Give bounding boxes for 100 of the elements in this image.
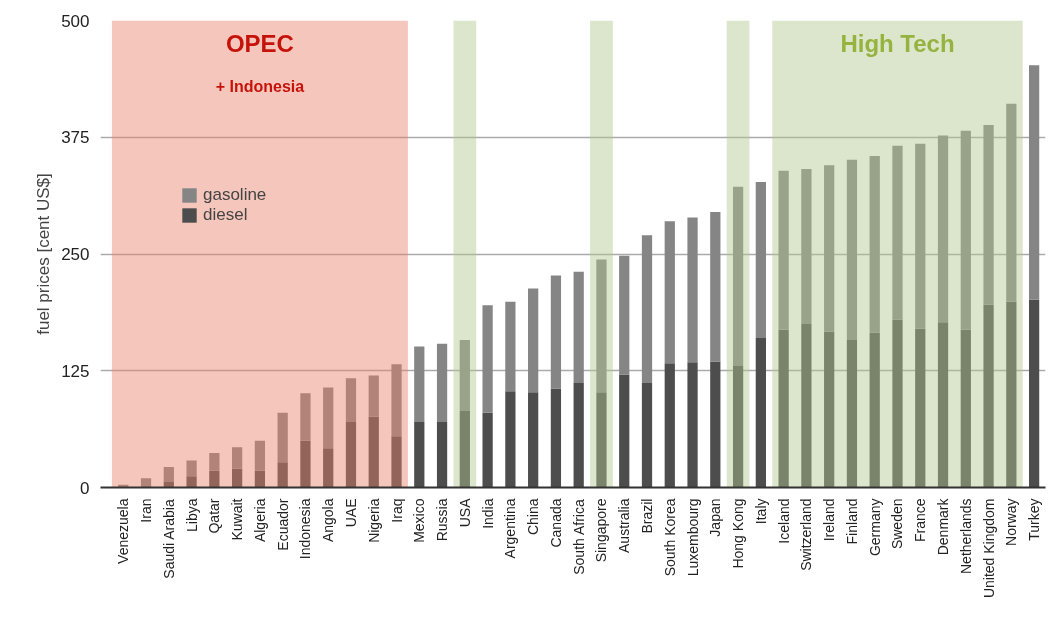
x-tick-label: Nigeria: [365, 498, 382, 543]
x-tick-label: Iraq: [388, 498, 405, 523]
bar: [345, 378, 357, 423]
x-tick-label: Turkey: [1026, 498, 1043, 541]
x-tick-label: Ireland: [821, 498, 838, 542]
bar: [163, 466, 174, 482]
bar: [140, 478, 152, 488]
bar: [596, 259, 607, 393]
x-tick-label: Argentina: [502, 498, 519, 559]
bar: [573, 271, 584, 383]
y-tick-label: 0: [80, 478, 90, 498]
band-label: OPEC: [225, 29, 294, 57]
bar: [983, 125, 994, 305]
bar: [732, 186, 744, 367]
x-tick-label: Angola: [320, 498, 337, 543]
bar: [755, 182, 766, 339]
bar: [345, 422, 357, 488]
bar: [778, 170, 789, 330]
bar: [436, 422, 448, 488]
x-tick-label: Brazil: [639, 498, 656, 534]
x-tick-label: Netherlands: [957, 498, 974, 574]
bar: [391, 436, 402, 488]
bar: [869, 155, 880, 333]
x-tick-label: Norway: [1003, 498, 1020, 546]
x-tick-label: South Africa: [570, 499, 587, 575]
bar: [755, 338, 766, 488]
x-tick-label: Russia: [434, 498, 451, 542]
x-tick-label: France: [912, 498, 929, 543]
x-tick-label: Denmark: [935, 497, 952, 556]
bar: [960, 130, 971, 330]
x-tick-label: UAE: [342, 498, 359, 528]
bar: [1006, 301, 1017, 488]
x-tick-label: Italy: [752, 498, 769, 525]
bar: [482, 412, 493, 488]
bar: [641, 382, 653, 488]
bar: [824, 331, 835, 488]
y-tick-label: 375: [61, 128, 90, 148]
band-label: High Tech: [840, 29, 955, 57]
bar: [892, 319, 903, 488]
bar: [1028, 299, 1040, 488]
x-tick-label: Iran: [138, 498, 155, 523]
bar: [323, 387, 334, 449]
bar: [550, 275, 562, 389]
x-tick-label: Kuwait: [229, 498, 246, 541]
bar: [846, 339, 858, 488]
bar: [824, 165, 835, 332]
x-tick-label: Saudi Arabia: [160, 499, 177, 579]
bar: [528, 392, 539, 488]
y-tick-label: 125: [61, 361, 90, 381]
bar: [505, 391, 516, 488]
bar: [687, 362, 698, 488]
legend-label: diesel: [203, 205, 248, 225]
x-tick-label: Algeria: [251, 498, 268, 543]
bar: [710, 361, 721, 488]
bar: [1006, 103, 1017, 302]
bar: [414, 422, 425, 488]
bar: [209, 452, 220, 471]
bar: [915, 143, 926, 329]
bar: [300, 440, 311, 488]
bar: [300, 393, 311, 441]
x-tick-label: Ecuador: [274, 498, 291, 551]
x-tick-label: Sweden: [889, 498, 906, 550]
x-tick-label: Luxembourg: [684, 498, 701, 577]
bar: [778, 329, 789, 488]
bar: [710, 211, 721, 362]
x-tick-label: USA: [456, 497, 473, 528]
bar: [528, 288, 539, 393]
bar: [254, 440, 266, 471]
x-tick-label: Germany: [866, 498, 883, 557]
bar: [664, 221, 675, 364]
bar: [459, 410, 470, 488]
x-tick-label: Hong Kong: [730, 498, 747, 569]
bar: [323, 448, 334, 488]
bar: [232, 468, 243, 488]
x-tick-label: Finland: [843, 498, 860, 545]
bar: [801, 169, 812, 325]
bar: [801, 324, 812, 488]
bar: [846, 159, 858, 340]
bar: [1028, 65, 1040, 300]
bar: [619, 374, 630, 488]
x-tick-label: Libya: [183, 498, 200, 532]
bar: [937, 322, 949, 488]
x-tick-label: Iceland: [775, 498, 792, 544]
bar: [869, 332, 880, 488]
bar: [687, 217, 698, 363]
bar: [573, 382, 584, 488]
bar: [436, 343, 448, 423]
bar: [459, 339, 470, 411]
bar: [482, 305, 493, 413]
annotation: + Indonesia: [215, 78, 305, 96]
x-tick-label: South Korea: [661, 498, 678, 577]
bar: [596, 392, 607, 488]
x-tick-label: India: [479, 498, 496, 529]
bar: [732, 366, 744, 488]
x-tick-label: China: [525, 498, 542, 536]
bar: [983, 304, 994, 488]
y-tick-label: 250: [61, 245, 90, 264]
x-tick-label: Mexico: [411, 498, 428, 543]
bar: [391, 364, 402, 437]
bar: [937, 135, 949, 323]
